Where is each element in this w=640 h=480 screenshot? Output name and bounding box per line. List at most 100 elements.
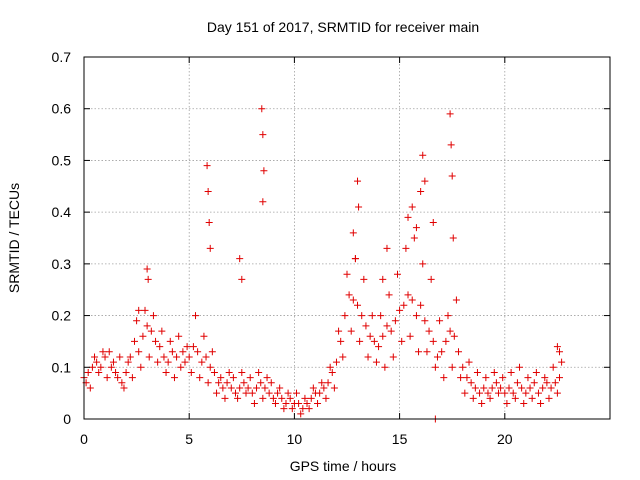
data-point: [278, 394, 286, 402]
data-point: [202, 353, 210, 361]
data-point: [318, 379, 326, 387]
data-point: [183, 343, 191, 351]
data-point: [447, 141, 455, 149]
data-point: [335, 327, 343, 335]
x-axis-label: GPS time / hours: [290, 458, 397, 474]
data-point: [349, 229, 357, 237]
data-point: [86, 384, 94, 392]
data-point: [316, 389, 324, 397]
data-point: [505, 384, 513, 392]
data-point: [545, 394, 553, 402]
data-point: [400, 301, 408, 309]
data-point: [206, 244, 214, 252]
data-point: [339, 353, 347, 361]
data-point: [91, 353, 99, 361]
data-point: [133, 317, 141, 325]
data-point: [118, 379, 126, 387]
data-point: [356, 337, 364, 345]
data-point: [337, 337, 345, 345]
data-point: [473, 368, 481, 376]
data-point: [370, 337, 378, 345]
data-point: [128, 374, 136, 382]
data-point: [383, 244, 391, 252]
data-point: [343, 270, 351, 278]
data-point: [124, 358, 132, 366]
data-point: [204, 187, 212, 195]
data-point: [175, 332, 183, 340]
data-point: [122, 368, 130, 376]
data-point: [501, 389, 509, 397]
data-point: [360, 275, 368, 283]
axis-ticks: 0 0.1 0.2 0.3 0.4 0.5 0.6 0.7 0 5 10 15 20: [52, 49, 610, 447]
data-point: [326, 363, 334, 371]
data-point: [284, 389, 292, 397]
y-tick-label: 0.1: [52, 359, 72, 375]
data-point: [522, 389, 530, 397]
data-point: [280, 405, 288, 413]
data-point: [494, 389, 502, 397]
data-point: [179, 348, 187, 356]
data-point: [164, 358, 172, 366]
data-point: [139, 332, 147, 340]
data-point: [135, 306, 143, 314]
data-point: [381, 363, 389, 371]
data-point: [231, 389, 239, 397]
data-point: [210, 368, 218, 376]
data-point: [446, 327, 454, 335]
data-point: [204, 379, 212, 387]
data-point: [213, 389, 221, 397]
data-point: [259, 198, 267, 206]
data-point: [101, 353, 109, 361]
data-point: [492, 379, 500, 387]
data-point: [471, 384, 479, 392]
data-point: [192, 312, 200, 320]
data-point: [328, 368, 336, 376]
data-point: [482, 374, 490, 382]
data-point: [162, 368, 170, 376]
data-point: [84, 368, 92, 376]
data-point: [347, 327, 355, 335]
data-point: [149, 312, 157, 320]
data-point: [429, 337, 437, 345]
data-point: [551, 379, 559, 387]
x-tick-label: 15: [392, 431, 408, 447]
data-point: [242, 389, 250, 397]
data-point: [459, 363, 467, 371]
data-point: [234, 394, 242, 402]
data-point: [305, 405, 313, 413]
data-point: [303, 399, 311, 407]
data-point: [170, 374, 178, 382]
data-point: [345, 291, 353, 299]
data-point: [419, 260, 427, 268]
data-point: [497, 384, 505, 392]
data-point: [440, 374, 448, 382]
data-point: [248, 389, 256, 397]
data-point: [93, 358, 101, 366]
data-point: [206, 363, 214, 371]
data-point: [293, 389, 301, 397]
data-point: [408, 203, 416, 211]
data-point: [147, 327, 155, 335]
data-point: [99, 348, 107, 356]
data-point: [332, 358, 340, 366]
data-point: [393, 270, 401, 278]
data-point: [354, 301, 362, 309]
data-point: [194, 348, 202, 356]
data-point: [267, 379, 275, 387]
data-point: [391, 317, 399, 325]
data-point: [152, 337, 160, 345]
data-point: [534, 389, 542, 397]
data-point: [322, 394, 330, 402]
data-point: [156, 343, 164, 351]
data-point: [223, 379, 231, 387]
data-point: [236, 384, 244, 392]
data-point: [217, 374, 225, 382]
data-point: [383, 322, 391, 330]
plot-frame: [83, 56, 611, 420]
data-point: [144, 275, 152, 283]
y-axis-label: SRMTID / TECUs: [6, 183, 22, 293]
y-tick-label: 0.4: [52, 204, 72, 220]
data-point: [532, 368, 540, 376]
data-point: [396, 306, 404, 314]
data-point: [271, 399, 279, 407]
